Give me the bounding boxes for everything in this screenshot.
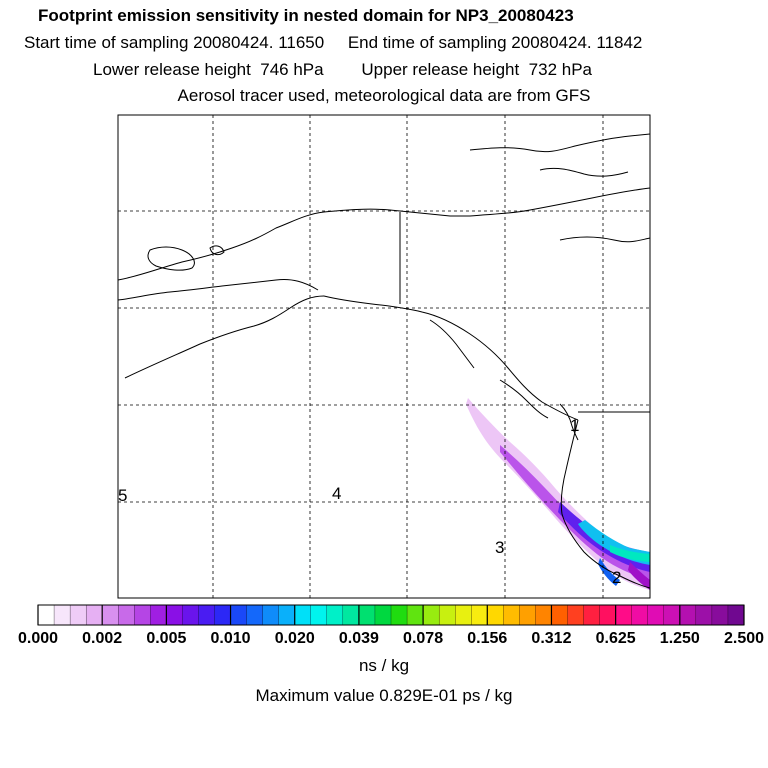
colorbar-tick-label: 0.156	[467, 630, 508, 647]
colorbar-cell	[519, 604, 536, 626]
colorbar-cell	[711, 604, 729, 626]
colorbar-tick-label: 0.078	[403, 630, 444, 647]
colorbar-cell	[182, 604, 199, 626]
colorbar-cell	[166, 604, 183, 626]
colorbar-cell	[118, 604, 135, 626]
colorbar-tick-label: 0.020	[274, 630, 315, 647]
colorbar-cell	[487, 604, 504, 626]
max-value-text: Maximum value 0.829E-01 ps / kg	[255, 686, 513, 705]
colorbar-cell	[342, 604, 360, 626]
graticule	[118, 115, 650, 598]
colorbar-cell	[583, 604, 601, 626]
colorbar-cell	[631, 604, 649, 626]
map-label-1: 1	[570, 416, 580, 435]
map-label-5: 5	[118, 486, 128, 505]
colorbar-tick-label: 0.312	[531, 630, 572, 647]
map-label-3: 3	[495, 538, 505, 557]
colorbar-cell	[294, 604, 312, 626]
colorbar-cell	[615, 604, 633, 626]
colorbar-cell	[374, 604, 392, 626]
colorbar-cell	[214, 604, 232, 626]
map-label-4: 4	[332, 484, 342, 503]
colorbar-tick-label: 0.005	[146, 630, 187, 647]
sampling-time-line: Start time of sampling 20080424. 11650 E…	[24, 33, 643, 52]
colorbar-cell	[727, 604, 745, 626]
map-frame	[117, 114, 651, 599]
colorbar-cell	[278, 604, 296, 626]
colorbar-cell	[102, 604, 119, 626]
release-height-line: Lower release height 746 hPa Upper relea…	[93, 60, 592, 79]
colorbar-cell	[134, 604, 151, 626]
colorbar-tick-label: 0.010	[210, 630, 251, 647]
colorbar-cell	[150, 604, 167, 626]
colorbar-cell	[310, 604, 328, 626]
colorbar-cell	[663, 604, 681, 626]
colorbar-cell	[438, 604, 456, 626]
colorbar-cell	[679, 604, 697, 626]
tracer-info-line: Aerosol tracer used, meteorological data…	[177, 86, 591, 105]
colorbar-tick-label: 1.250	[659, 630, 700, 647]
colorbar-cell	[567, 604, 585, 626]
colorbar-cell	[358, 604, 376, 626]
colorbar-units: ns / kg	[358, 656, 410, 675]
map-label-2: 2	[612, 568, 622, 587]
colorbar-cell	[198, 604, 215, 626]
colorbar-cell	[246, 604, 264, 626]
colorbar-cell	[262, 604, 280, 626]
plume-field	[466, 398, 650, 590]
colorbar-cell	[647, 604, 665, 626]
colorbar-cell	[599, 604, 617, 626]
colorbar-cell	[406, 604, 424, 626]
colorbar-cell	[535, 604, 552, 626]
colorbar-cell	[471, 604, 488, 626]
chart-title: Footprint emission sensitivity in nested…	[38, 6, 574, 25]
colorbar-cell	[85, 604, 103, 626]
colorbar-tick-label: 0.625	[595, 630, 636, 647]
colorbar-cell	[53, 604, 71, 626]
colorbar-cell	[455, 604, 472, 626]
colorbar-tick-label: 0.000	[17, 630, 59, 647]
colorbar-cell	[69, 604, 87, 626]
colorbar-cell	[230, 604, 248, 626]
colorbar-tick-label: 0.002	[82, 630, 123, 647]
colorbar-tick-label: 2.500	[723, 630, 765, 647]
colorbar-cell	[37, 604, 55, 626]
coastlines	[117, 133, 651, 589]
colorbar-tick-label: 0.039	[338, 630, 379, 647]
colorbar-cell	[503, 604, 520, 626]
colorbar-cell	[390, 604, 408, 626]
colorbar-cell	[551, 604, 568, 626]
colorbar-cell	[422, 604, 440, 626]
colorbar-cell	[695, 604, 713, 626]
colorbar-cell	[326, 604, 344, 626]
